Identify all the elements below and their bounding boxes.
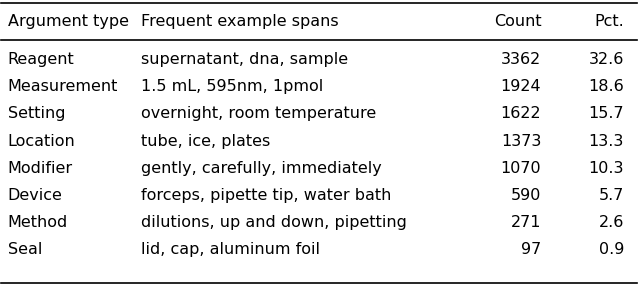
Text: 5.7: 5.7 bbox=[598, 188, 624, 203]
Text: gently, carefully, immediately: gently, carefully, immediately bbox=[141, 161, 382, 176]
Text: 10.3: 10.3 bbox=[588, 161, 624, 176]
Text: 97: 97 bbox=[521, 242, 541, 257]
Text: 3362: 3362 bbox=[501, 52, 541, 67]
Text: 271: 271 bbox=[511, 215, 541, 230]
Text: 15.7: 15.7 bbox=[588, 106, 624, 121]
Text: 32.6: 32.6 bbox=[588, 52, 624, 67]
Text: 1.5 mL, 595nm, 1pmol: 1.5 mL, 595nm, 1pmol bbox=[141, 79, 323, 94]
Text: Location: Location bbox=[8, 134, 75, 148]
Text: 1622: 1622 bbox=[501, 106, 541, 121]
Text: tube, ice, plates: tube, ice, plates bbox=[141, 134, 271, 148]
Text: 1924: 1924 bbox=[501, 79, 541, 94]
Text: Frequent example spans: Frequent example spans bbox=[141, 14, 339, 29]
Text: forceps, pipette tip, water bath: forceps, pipette tip, water bath bbox=[141, 188, 392, 203]
Text: overnight, room temperature: overnight, room temperature bbox=[141, 106, 376, 121]
Text: Modifier: Modifier bbox=[8, 161, 73, 176]
Text: 1070: 1070 bbox=[501, 161, 541, 176]
Text: 1373: 1373 bbox=[501, 134, 541, 148]
Text: 18.6: 18.6 bbox=[588, 79, 624, 94]
Text: Seal: Seal bbox=[8, 242, 42, 257]
Text: 590: 590 bbox=[511, 188, 541, 203]
Text: Measurement: Measurement bbox=[8, 79, 118, 94]
Text: Pct.: Pct. bbox=[594, 14, 624, 29]
Text: lid, cap, aluminum foil: lid, cap, aluminum foil bbox=[141, 242, 320, 257]
Text: Argument type: Argument type bbox=[8, 14, 129, 29]
Text: Count: Count bbox=[494, 14, 541, 29]
Text: dilutions, up and down, pipetting: dilutions, up and down, pipetting bbox=[141, 215, 407, 230]
Text: 0.9: 0.9 bbox=[598, 242, 624, 257]
Text: supernatant, dna, sample: supernatant, dna, sample bbox=[141, 52, 348, 67]
Text: Setting: Setting bbox=[8, 106, 65, 121]
Text: 2.6: 2.6 bbox=[598, 215, 624, 230]
Text: 13.3: 13.3 bbox=[588, 134, 624, 148]
Text: Device: Device bbox=[8, 188, 63, 203]
Text: Reagent: Reagent bbox=[8, 52, 75, 67]
Text: Method: Method bbox=[8, 215, 68, 230]
